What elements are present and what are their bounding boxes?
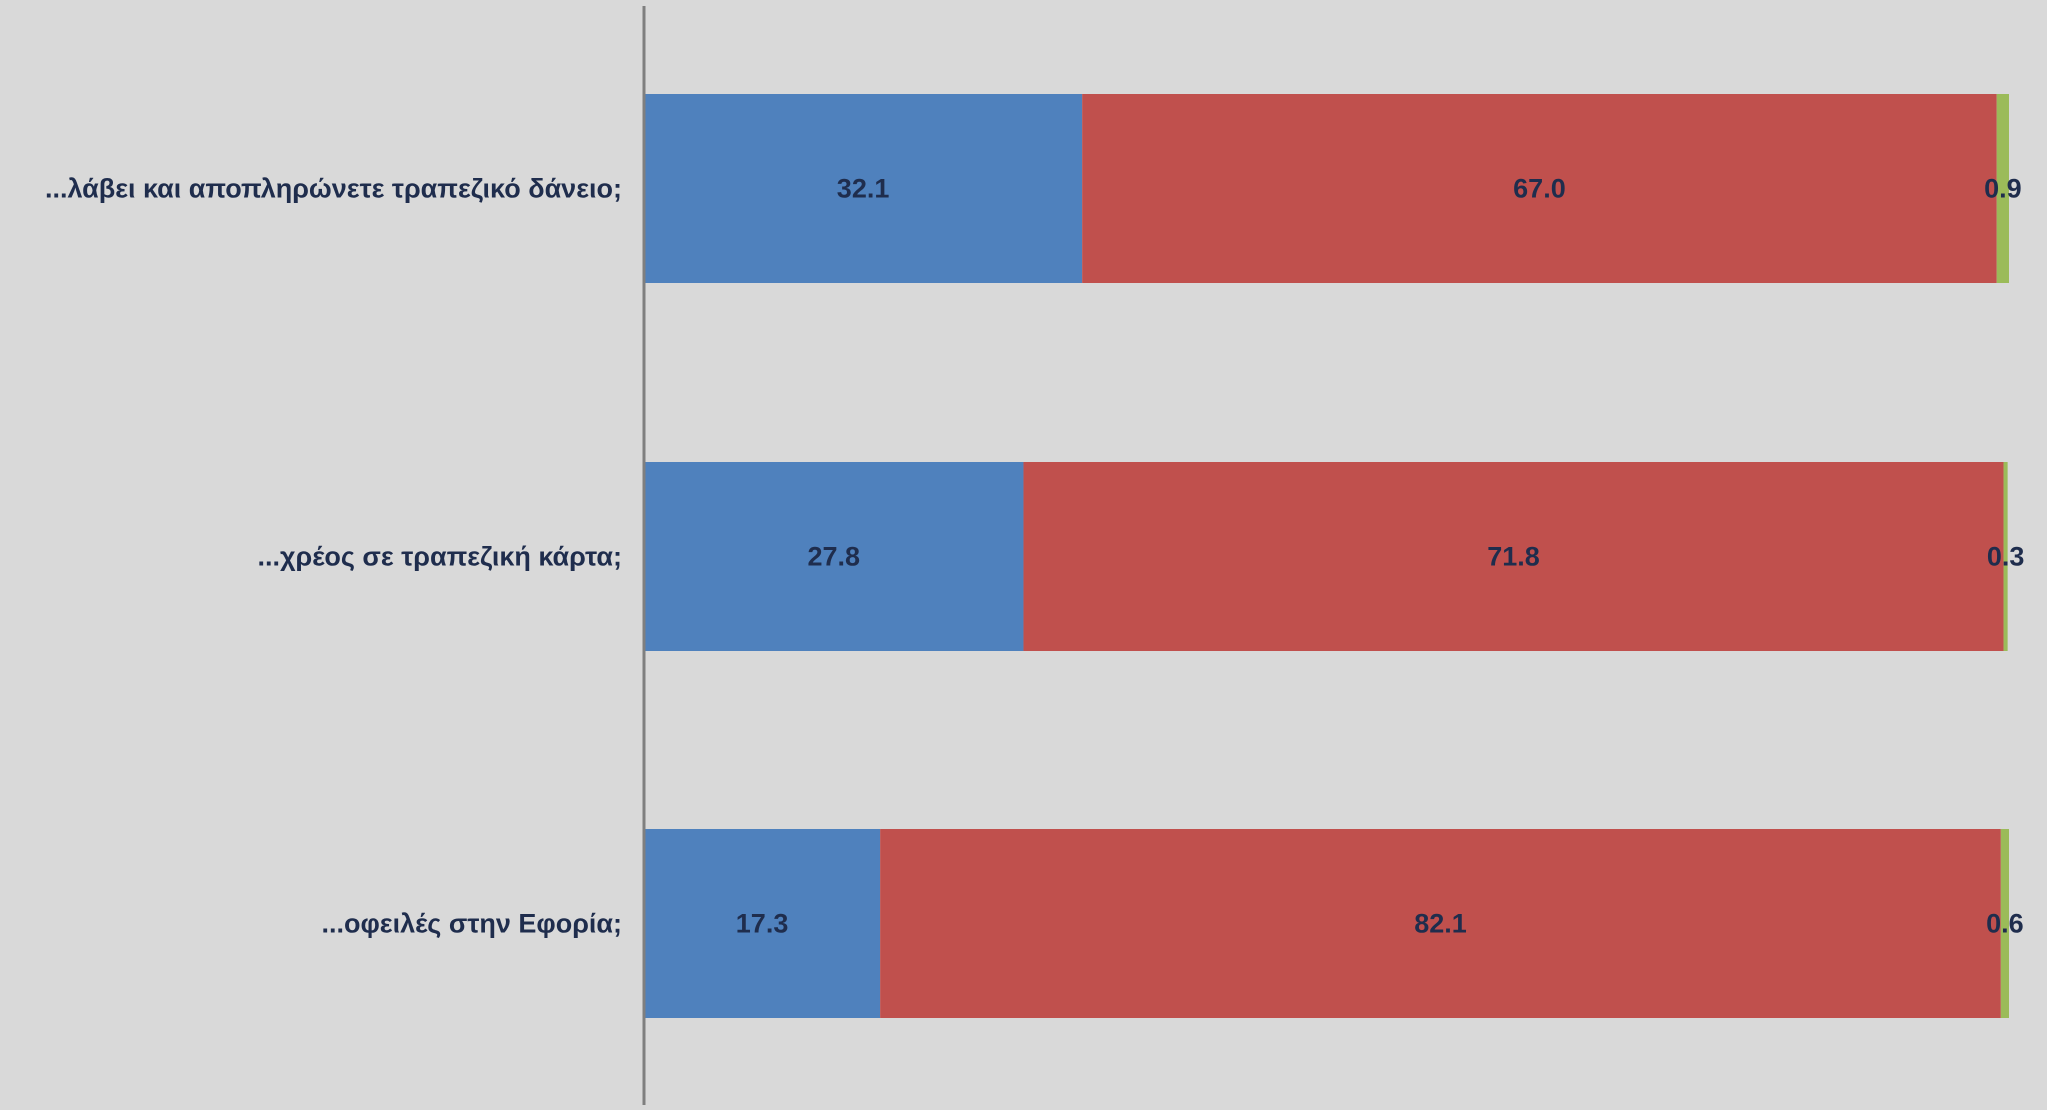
- data-labels-layer: 32.1 67.0 0.9 27.8 71.8 0.3 17.3 82.1 0.6: [736, 174, 2025, 939]
- bar-segment: [1023, 462, 2004, 651]
- category-label: ...χρέος σε τραπεζική κάρτα;: [257, 542, 622, 572]
- data-label: 67.0: [1513, 174, 1566, 204]
- data-label: 17.3: [736, 909, 789, 939]
- data-label: 27.8: [807, 542, 860, 572]
- bar-segment: [2003, 462, 2008, 651]
- bar-segment: [644, 829, 881, 1018]
- bar-segment: [644, 462, 1024, 651]
- bars-layer: [644, 94, 2009, 1018]
- bar-segment: [1082, 94, 1997, 283]
- data-label: 0.9: [1984, 174, 2022, 204]
- data-label: 0.6: [1986, 909, 2024, 939]
- category-labels-layer: ...λάβει και αποπληρώνετε τραπεζικό δάνε…: [45, 174, 622, 939]
- bar-segment: [880, 829, 2001, 1018]
- category-label: ...λάβει και αποπληρώνετε τραπεζικό δάνε…: [45, 174, 622, 204]
- data-label: 0.3: [1987, 542, 2025, 572]
- data-label: 82.1: [1414, 909, 1467, 939]
- category-label: ...οφειλές στην Εφορία;: [321, 909, 622, 939]
- data-label: 32.1: [837, 174, 890, 204]
- bar-segment: [1996, 94, 2009, 283]
- data-label: 71.8: [1487, 542, 1540, 572]
- bar-segment: [644, 94, 1083, 283]
- bar-segment: [2000, 829, 2009, 1018]
